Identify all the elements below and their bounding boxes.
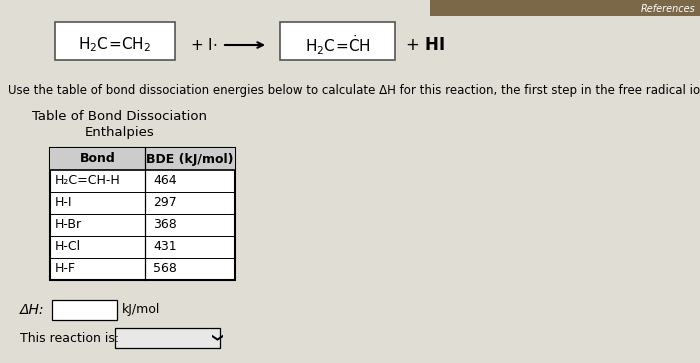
Text: Enthalpies: Enthalpies: [85, 126, 155, 139]
Text: ❯: ❯: [209, 333, 220, 343]
Text: H-Br: H-Br: [55, 219, 82, 232]
Text: 568: 568: [153, 262, 177, 276]
Text: H-F: H-F: [55, 262, 76, 276]
Bar: [430, 0, 700, 16]
Text: Use the table of bond dissociation energies below to calculate ΔH for this react: Use the table of bond dissociation energ…: [8, 84, 700, 97]
Bar: [280, 22, 395, 60]
Text: 368: 368: [153, 219, 176, 232]
Bar: [52, 300, 117, 320]
Text: 297: 297: [153, 196, 176, 209]
Text: H-I: H-I: [55, 196, 73, 209]
Text: $+\ \mathbf{HI}$: $+\ \mathbf{HI}$: [405, 36, 445, 54]
Text: 464: 464: [153, 175, 176, 188]
Text: H₂C=CH-H: H₂C=CH-H: [55, 175, 120, 188]
Text: Table of Bond Dissociation: Table of Bond Dissociation: [32, 110, 207, 123]
Bar: [50, 148, 235, 170]
Text: BDE (kJ/mol): BDE (kJ/mol): [146, 152, 234, 166]
Bar: [50, 148, 235, 280]
Text: ΔH:: ΔH:: [20, 303, 45, 317]
Text: This reaction is:: This reaction is:: [20, 331, 119, 344]
Text: References: References: [640, 4, 695, 14]
Text: 431: 431: [153, 241, 176, 253]
Text: $+\ \mathsf{I{\cdot}}$: $+\ \mathsf{I{\cdot}}$: [190, 37, 218, 53]
Text: $\mathsf{H_2C{\!=\!}\dot{C}H}$: $\mathsf{H_2C{\!=\!}\dot{C}H}$: [304, 33, 370, 57]
Bar: [55, 22, 175, 60]
Text: kJ/mol: kJ/mol: [122, 303, 160, 317]
Bar: [115, 328, 220, 348]
Text: $\mathsf{H_2C{\!=\!}CH_2}$: $\mathsf{H_2C{\!=\!}CH_2}$: [78, 36, 152, 54]
Text: Bond: Bond: [80, 152, 116, 166]
Text: H-Cl: H-Cl: [55, 241, 81, 253]
